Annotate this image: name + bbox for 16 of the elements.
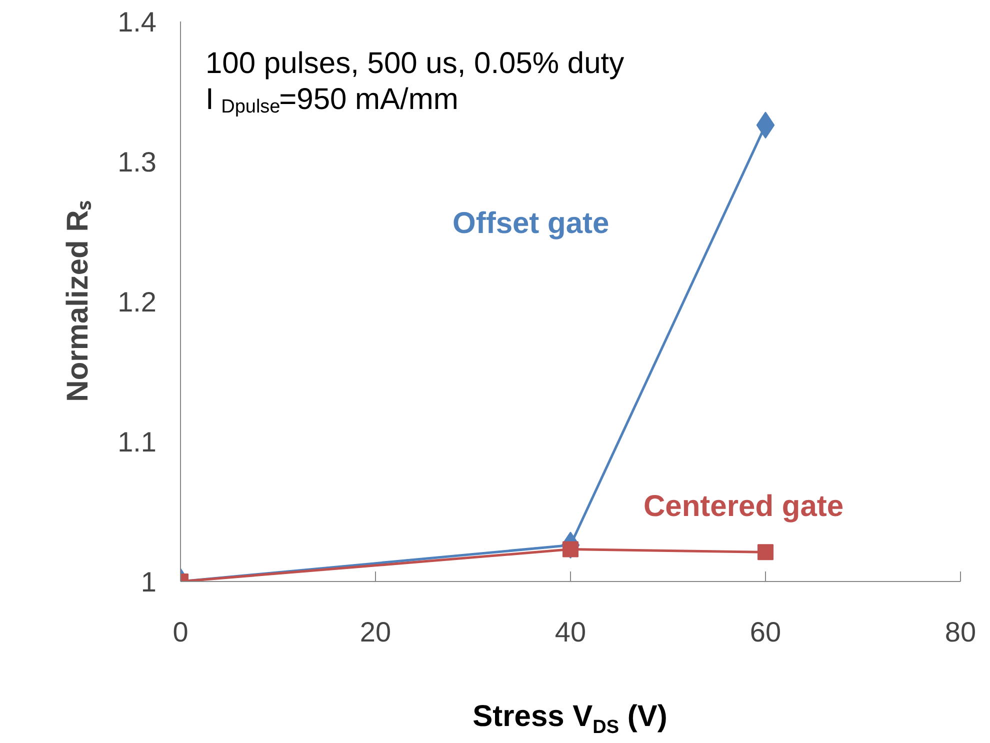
y-tick-label: 1 <box>140 566 157 598</box>
text: Offset gate <box>452 207 610 240</box>
y-tick-label: 1.1 <box>118 426 157 458</box>
point <box>758 544 774 560</box>
x-tick-label: 20 <box>360 616 392 648</box>
y-tick-label: 1.2 <box>118 286 157 318</box>
x-tick-label: 40 <box>554 616 586 648</box>
y-tick-label: 1.4 <box>118 6 157 38</box>
x-tick-label: 60 <box>750 616 782 648</box>
annotation: 100 pulses, 500 us, 0.05% duty <box>206 47 624 80</box>
x-axis-title: Stress V$_{DS}$ (V) <box>472 700 668 740</box>
y-tick-label: 1.3 <box>118 146 157 178</box>
x-tick-label: 0 <box>172 616 188 648</box>
series-label: Centered gate <box>644 490 844 524</box>
x-tick-label: 80 <box>944 616 976 648</box>
y-axis-title: Normalized Rₛ <box>62 201 95 402</box>
